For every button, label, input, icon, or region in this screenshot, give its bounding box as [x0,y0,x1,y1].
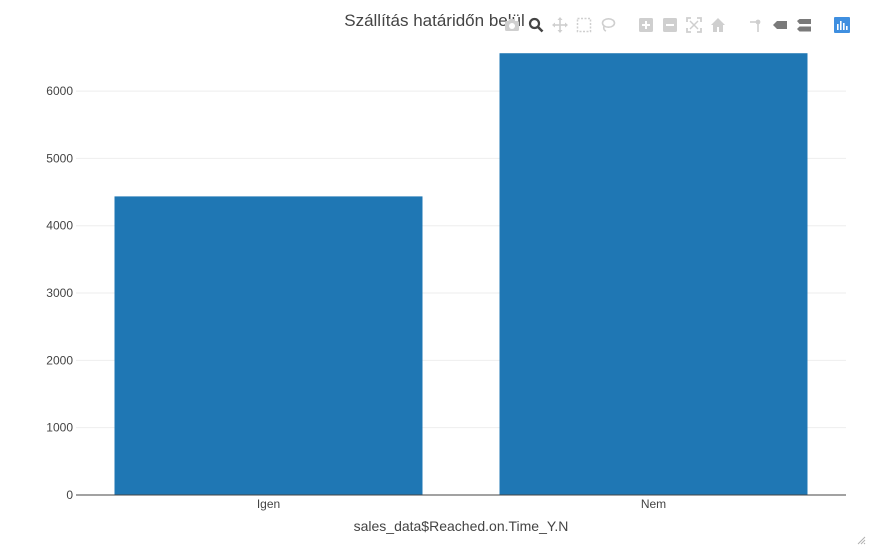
bar-nem[interactable] [499,53,808,495]
y-tick-label: 5000 [46,151,73,165]
pan-icon [552,17,568,33]
autoscale-button[interactable] [685,16,703,34]
lasso-select-button[interactable] [599,16,617,34]
reset-axes-icon [711,18,725,32]
camera-icon [505,19,519,31]
spike-lines-icon [750,19,761,32]
hover-closest-button[interactable] [771,16,789,34]
chart-title: Szállítás határidőn belül [344,11,525,30]
zoom-icon [528,17,544,33]
zoom-in-icon [639,18,653,32]
plotly-logo-icon [834,17,850,33]
x-tick-label: Igen [257,497,280,511]
box-select-icon [576,17,592,33]
autoscale-icon [686,17,702,33]
y-tick-label: 2000 [46,353,73,367]
y-tick-label: 6000 [46,84,73,98]
zoom-in-button[interactable] [637,16,655,34]
lasso-select-icon [601,18,616,32]
zoom-out-button[interactable] [661,16,679,34]
hover-compare-button[interactable] [795,16,813,34]
box-select-button[interactable] [575,16,593,34]
zoom-out-icon [663,18,677,32]
y-axis-ticks: 0 1000 2000 3000 4000 5000 6000 [46,84,73,502]
y-tick-label: 3000 [46,286,73,300]
hover-compare-icon [797,19,811,32]
bar-igen[interactable] [114,196,423,495]
resize-handle-icon[interactable] [856,535,866,545]
reset-axes-button[interactable] [709,16,727,34]
zoom-button[interactable] [527,16,545,34]
x-axis-title: sales_data$Reached.on.Time_Y.N [354,518,569,534]
plotly-logo-button[interactable] [833,16,851,34]
spike-lines-button[interactable] [747,16,765,34]
modebar [503,16,851,34]
x-axis-ticks: Igen Nem [257,497,666,511]
pan-button[interactable] [551,16,569,34]
y-tick-label: 0 [66,488,73,502]
hover-closest-icon [773,21,787,29]
camera-button[interactable] [503,16,521,34]
x-tick-label: Nem [641,497,666,511]
y-tick-label: 1000 [46,421,73,435]
bars [114,53,808,495]
y-tick-label: 4000 [46,219,73,233]
